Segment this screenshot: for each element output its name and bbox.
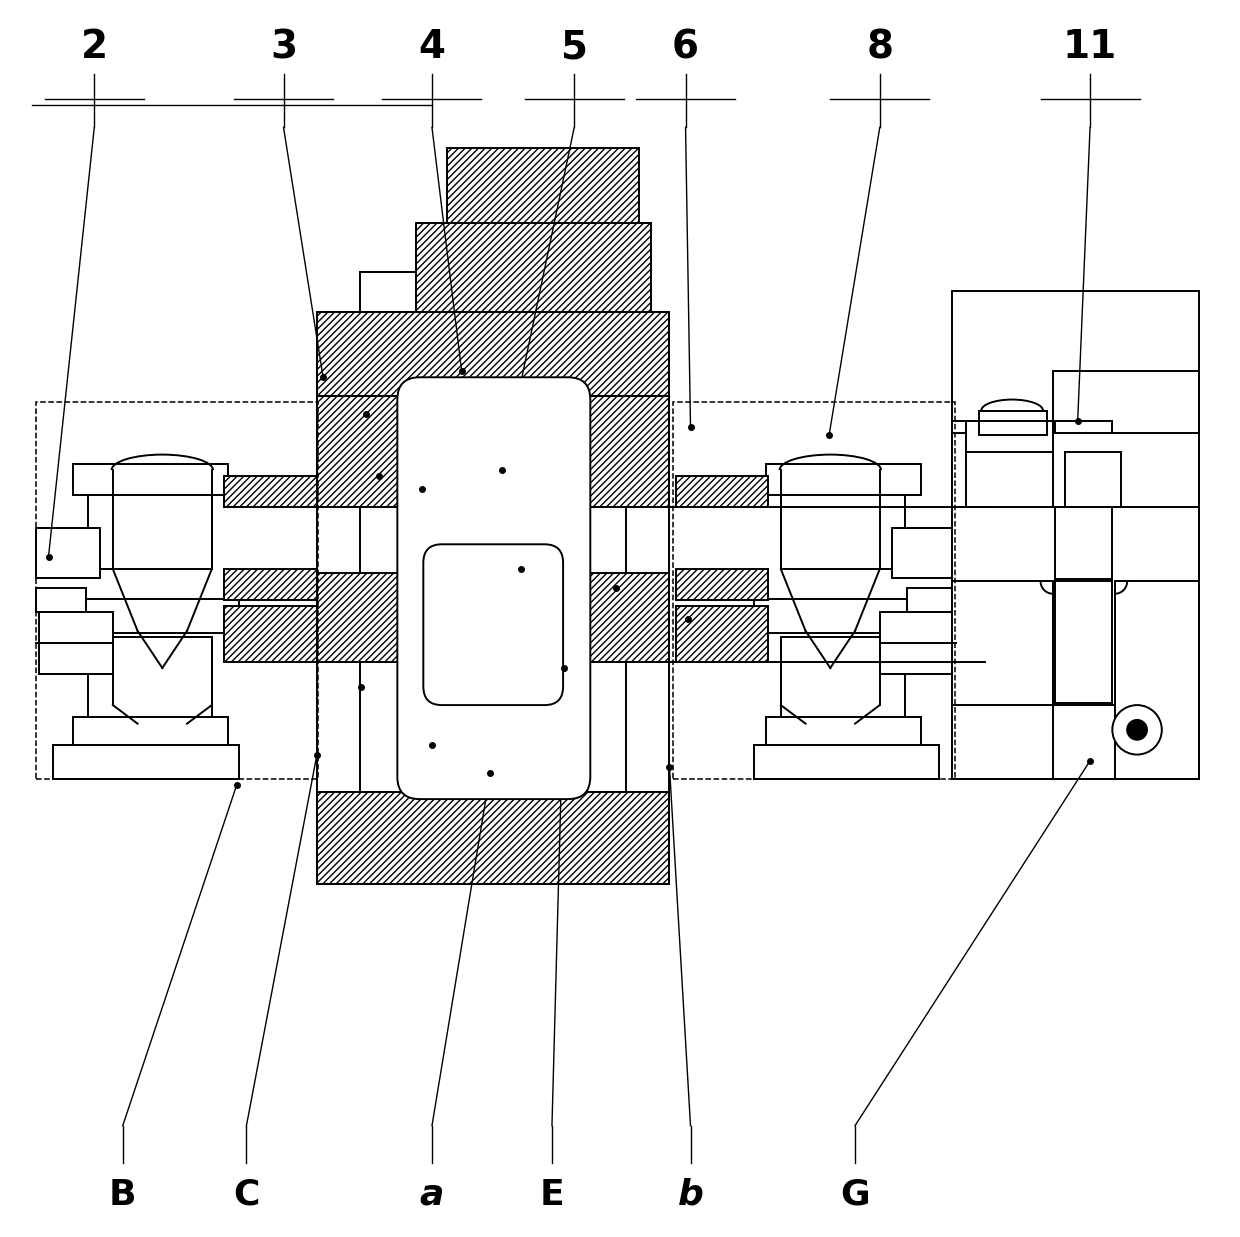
Text: C: C bbox=[233, 1178, 259, 1212]
Text: E: E bbox=[539, 1178, 564, 1212]
Text: b: b bbox=[677, 1178, 703, 1212]
Bar bbox=[951, 291, 1199, 779]
Bar bbox=[36, 588, 86, 612]
Bar bbox=[317, 396, 422, 507]
Bar bbox=[36, 528, 100, 578]
Bar bbox=[224, 606, 317, 662]
Bar bbox=[781, 637, 904, 724]
Text: 11: 11 bbox=[1063, 28, 1117, 66]
Bar bbox=[88, 470, 212, 569]
Bar bbox=[317, 573, 422, 662]
Bar bbox=[754, 599, 939, 633]
Bar bbox=[73, 464, 228, 495]
Bar bbox=[36, 402, 319, 779]
Text: B: B bbox=[109, 1178, 136, 1212]
Bar bbox=[754, 745, 939, 779]
Bar bbox=[53, 745, 239, 779]
Text: 8: 8 bbox=[867, 28, 893, 66]
Bar bbox=[892, 528, 956, 578]
Bar bbox=[564, 573, 670, 662]
Bar bbox=[676, 569, 769, 600]
Bar bbox=[766, 717, 920, 748]
Bar bbox=[1065, 452, 1121, 507]
Bar bbox=[38, 612, 113, 674]
Bar bbox=[1055, 421, 1112, 579]
Bar bbox=[951, 433, 1199, 507]
Bar bbox=[978, 411, 1047, 435]
Bar bbox=[966, 421, 1053, 458]
Bar bbox=[317, 792, 670, 884]
Bar bbox=[781, 470, 904, 569]
Bar bbox=[879, 612, 954, 674]
Text: 3: 3 bbox=[270, 28, 298, 66]
Text: a: a bbox=[420, 1178, 444, 1212]
Bar bbox=[1055, 581, 1112, 703]
FancyBboxPatch shape bbox=[423, 544, 563, 705]
Bar bbox=[224, 569, 317, 600]
Bar bbox=[676, 606, 769, 662]
Circle shape bbox=[1127, 720, 1147, 740]
Bar bbox=[446, 148, 639, 223]
FancyBboxPatch shape bbox=[397, 377, 590, 799]
Bar bbox=[53, 599, 239, 633]
Bar bbox=[766, 464, 920, 495]
Bar bbox=[361, 272, 626, 792]
Bar bbox=[906, 588, 956, 612]
Bar bbox=[88, 637, 212, 724]
Bar bbox=[73, 717, 228, 748]
Bar bbox=[224, 476, 317, 507]
Text: 5: 5 bbox=[560, 28, 588, 66]
Text: 4: 4 bbox=[418, 28, 445, 66]
Bar bbox=[415, 223, 651, 312]
Bar bbox=[966, 452, 1053, 507]
Text: 6: 6 bbox=[672, 28, 699, 66]
Circle shape bbox=[1112, 705, 1162, 755]
Bar bbox=[317, 312, 670, 396]
Bar bbox=[673, 402, 955, 779]
Text: 2: 2 bbox=[81, 28, 108, 66]
Bar bbox=[564, 396, 670, 507]
Text: G: G bbox=[841, 1178, 869, 1212]
Bar bbox=[676, 476, 769, 507]
